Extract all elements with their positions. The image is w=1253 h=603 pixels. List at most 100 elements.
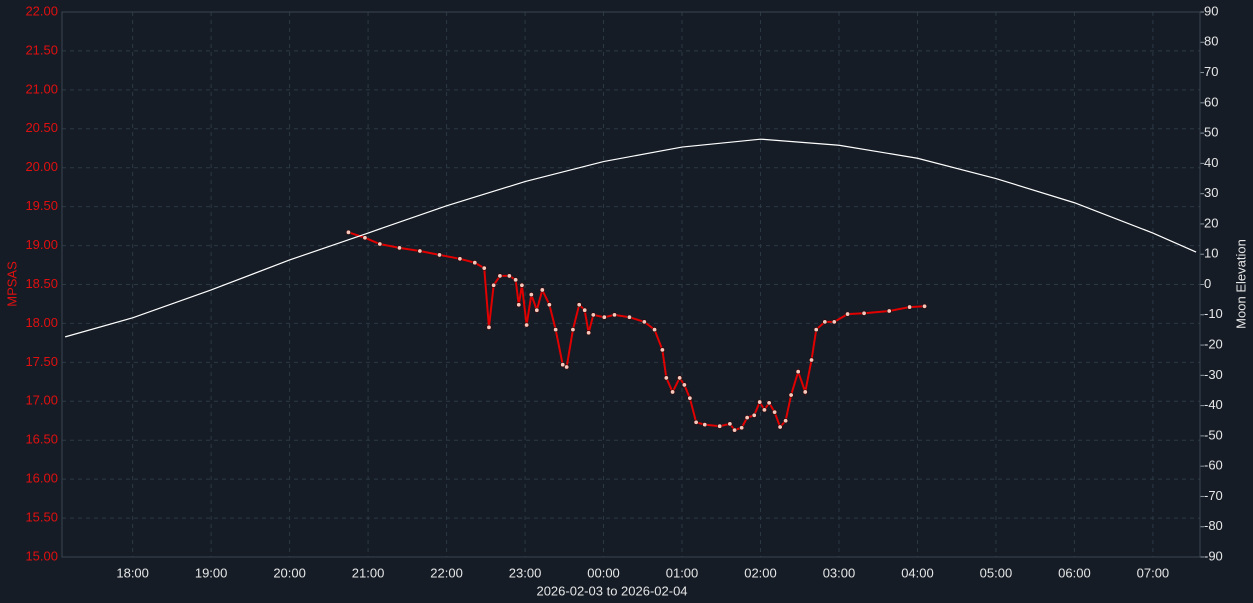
data-point [783, 418, 789, 424]
y-tick-label: 21.50 [25, 42, 58, 57]
y-tick-label: 22.00 [25, 3, 58, 18]
x-tick-label: 05:00 [980, 565, 1013, 580]
data-point [546, 302, 552, 308]
y2-tick-label: 0 [1204, 276, 1211, 291]
data-point [822, 319, 828, 325]
data-point [761, 407, 767, 413]
y2-tick-label: -30 [1204, 367, 1223, 382]
y-tick-label: 20.00 [25, 159, 58, 174]
y2-tick-label: 60 [1204, 94, 1218, 109]
y2-tick-label: 10 [1204, 246, 1218, 261]
data-point [486, 324, 492, 330]
data-point [491, 282, 497, 288]
data-point [922, 303, 928, 309]
data-point [528, 292, 534, 298]
data-point [612, 312, 618, 318]
x-tick-label: 22:00 [430, 565, 463, 580]
data-point [802, 389, 808, 395]
x-tick-label: 00:00 [587, 565, 620, 580]
x-tick-label: 06:00 [1058, 565, 1091, 580]
y2-tick-label: -80 [1204, 518, 1223, 533]
y2-tick-label: 80 [1204, 34, 1218, 49]
y-tick-label: 19.50 [25, 198, 58, 213]
data-point [553, 327, 559, 333]
x-axis-label: 2026-02-03 to 2026-02-04 [536, 583, 687, 598]
y-tick-label: 17.00 [25, 393, 58, 408]
data-point [659, 347, 665, 353]
y2-tick-label: -70 [1204, 488, 1223, 503]
y2-tick-label: 70 [1204, 64, 1218, 79]
y2-tick-label: -40 [1204, 397, 1223, 412]
y2-tick-label: -60 [1204, 458, 1223, 473]
data-point [534, 307, 540, 313]
data-point [681, 382, 687, 388]
y2-tick-label: 40 [1204, 155, 1218, 170]
y-tick-label: 17.50 [25, 354, 58, 369]
data-point [795, 369, 801, 375]
data-point [744, 415, 750, 421]
data-point [772, 409, 778, 415]
data-point [777, 424, 783, 430]
data-point [663, 375, 669, 381]
data-point [513, 277, 519, 283]
x-tick-label: 04:00 [901, 565, 934, 580]
y-tick-label: 21.00 [25, 81, 58, 96]
x-tick-label: 01:00 [666, 565, 699, 580]
data-point [739, 425, 745, 431]
data-point [560, 362, 566, 368]
x-tick-label: 21:00 [352, 565, 385, 580]
data-point [670, 389, 676, 395]
plot-frame [61, 11, 1201, 558]
data-point [539, 287, 545, 293]
data-point [472, 260, 478, 266]
y-tick-label: 15.00 [25, 548, 58, 563]
x-tick-label: 18:00 [116, 565, 149, 580]
x-tick-label: 19:00 [195, 565, 228, 580]
data-point [570, 327, 576, 333]
y-tick-label: 18.50 [25, 276, 58, 291]
data-point [693, 419, 699, 425]
y2-tick-label: 30 [1204, 185, 1218, 200]
y-tick-label: 20.50 [25, 120, 58, 135]
data-point [831, 319, 837, 325]
data-point [564, 364, 570, 370]
y-tick-label: 15.50 [25, 510, 58, 525]
data-point [766, 400, 772, 406]
data-point [788, 392, 794, 398]
data-point [809, 357, 815, 363]
y-tick-label: 18.00 [25, 315, 58, 330]
data-point [582, 307, 588, 313]
data-point [345, 229, 351, 235]
data-point [687, 395, 693, 401]
data-point [813, 327, 819, 333]
y2-tick-label: -20 [1204, 336, 1223, 351]
data-point [590, 312, 596, 318]
data-point [576, 302, 582, 308]
data-point [519, 282, 525, 288]
data-point [362, 235, 368, 241]
y-tick-label: 19.00 [25, 237, 58, 252]
data-point [727, 421, 733, 427]
data-point [437, 252, 443, 258]
data-point [702, 422, 708, 428]
data-point [417, 248, 423, 254]
x-tick-label: 20:00 [273, 565, 306, 580]
data-point [601, 314, 607, 320]
data-point [751, 412, 757, 418]
y-tick-label: 16.00 [25, 471, 58, 486]
data-point [677, 375, 683, 381]
data-point [377, 241, 383, 247]
data-point [732, 427, 738, 433]
x-tick-label: 03:00 [823, 565, 856, 580]
x-tick-label: 02:00 [744, 565, 777, 580]
y2-tick-label: 90 [1204, 3, 1218, 18]
data-point [524, 322, 530, 328]
y2-tick-label: 50 [1204, 125, 1218, 140]
y2-tick-label: -90 [1204, 548, 1223, 563]
data-point [861, 310, 867, 316]
data-point [845, 311, 851, 317]
data-point [506, 273, 512, 279]
y-axis-label: MPSAS [4, 261, 19, 307]
